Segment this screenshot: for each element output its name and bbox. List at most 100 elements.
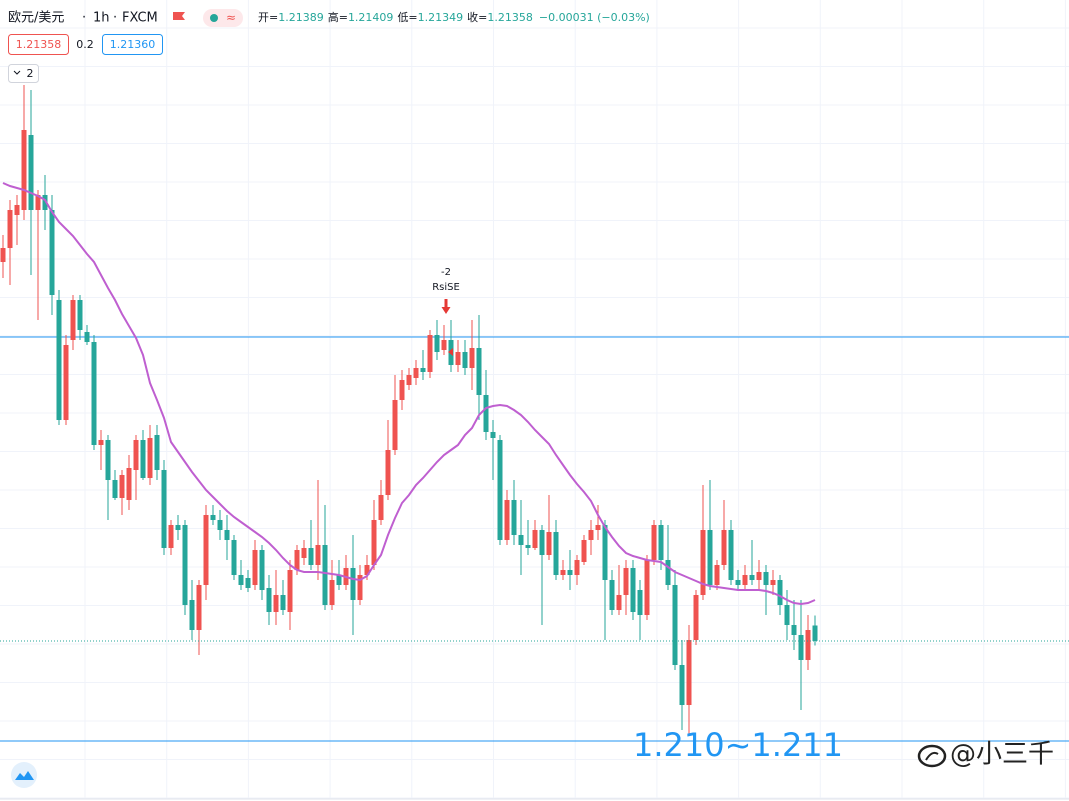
ask-value: 1.21360 — [110, 38, 156, 51]
candle-body — [168, 525, 174, 548]
collapse-count: 2 — [27, 67, 34, 80]
candle-body — [294, 550, 300, 570]
ohlc: 开=1.21389 高=1.21409 低=1.21349 收=1.21358 −0.0… — [258, 10, 650, 24]
candle-body — [693, 595, 699, 640]
bid-button[interactable] — [8, 34, 69, 55]
high-label: 高= — [328, 10, 348, 24]
candle-body — [497, 440, 503, 540]
candle-body — [406, 375, 412, 385]
candle-body — [84, 332, 90, 342]
signal-arrow — [441, 299, 451, 314]
ask-button[interactable] — [102, 34, 163, 55]
candle-body — [469, 348, 475, 368]
candle-body — [259, 550, 265, 590]
candle-body — [154, 435, 160, 470]
symbol: 欧元/美元 — [8, 11, 64, 26]
status-pill[interactable] — [203, 9, 243, 27]
candle-body — [21, 130, 27, 210]
candle-body — [371, 520, 377, 565]
candle-body — [679, 665, 685, 705]
candle-body — [672, 585, 678, 665]
candle-body — [630, 568, 636, 612]
candle-body — [238, 575, 244, 585]
status-dot — [210, 14, 218, 22]
candle-body — [112, 480, 118, 498]
candle-body — [392, 400, 398, 450]
signal-value: -2 — [441, 267, 451, 278]
moving-average — [2, 182, 816, 606]
candle-body — [245, 578, 251, 588]
candle-body — [126, 468, 132, 500]
candle-body — [0, 248, 6, 262]
candle-body — [161, 470, 167, 548]
candle-body — [483, 395, 489, 432]
candle-body — [686, 640, 692, 705]
candle-body — [567, 570, 573, 575]
candle-body — [602, 525, 608, 580]
candle-body — [217, 520, 223, 530]
candle-body — [623, 568, 629, 595]
sep: · — [82, 11, 86, 26]
plot — [0, 85, 1069, 742]
candle-body — [609, 580, 615, 610]
candle-body — [812, 625, 818, 641]
candle-body — [133, 440, 139, 470]
annotation: 1.210~1.211 — [633, 726, 843, 764]
signal-marker — [448, 348, 453, 356]
app-logo[interactable] — [11, 762, 37, 788]
candle-body — [105, 440, 111, 480]
candle-body — [553, 532, 559, 575]
candle-body — [280, 595, 286, 610]
collapse-button[interactable] — [8, 64, 39, 83]
close-value: 1.21358 — [487, 11, 533, 24]
candle-body — [147, 438, 153, 478]
candle-body — [91, 342, 97, 445]
candle-body — [189, 600, 195, 630]
candle-body — [581, 540, 587, 562]
candle-body — [336, 575, 342, 585]
candle-body — [287, 570, 293, 612]
candle-body — [28, 135, 34, 210]
candle-body — [357, 575, 363, 600]
flag-icon[interactable] — [173, 12, 185, 20]
candle-body — [777, 580, 783, 605]
sep: · — [113, 11, 117, 26]
candle-body — [98, 440, 104, 445]
source: FXCM — [122, 11, 158, 26]
candle-body — [70, 300, 76, 340]
candle-body — [742, 575, 748, 585]
candle-body — [574, 560, 580, 575]
candle-body — [763, 572, 769, 585]
candle-body — [784, 605, 790, 625]
candle-body — [315, 545, 321, 565]
candle-body — [735, 580, 741, 585]
change: −0.00031 (−0.03%) — [539, 11, 650, 24]
candle-body — [427, 335, 433, 372]
candle-body — [210, 515, 216, 520]
candle-body — [728, 530, 734, 580]
candle-body — [462, 352, 468, 368]
candle-body — [644, 560, 650, 615]
candle-body — [364, 565, 370, 575]
candle-body — [651, 525, 657, 560]
candle-body — [714, 565, 720, 585]
candle-body — [546, 532, 552, 555]
candle-body — [518, 535, 524, 545]
candle-body — [378, 495, 384, 520]
candle-body — [539, 530, 545, 555]
chevron — [13, 70, 21, 75]
header: 欧元/美元 · 1h · FXCM ≈ 开=1.21389 高=1.21409 低=… — [8, 9, 650, 83]
open-value: 1.21389 — [278, 11, 324, 24]
candle-body — [770, 580, 776, 585]
watermark: @小三千 — [950, 740, 1054, 770]
candle-body — [413, 368, 419, 378]
candle-body — [252, 550, 258, 585]
signal-name: RsiSE — [432, 282, 460, 293]
candle-body — [273, 595, 279, 612]
candle-body — [56, 300, 62, 420]
candle-body — [140, 440, 146, 478]
candle-body — [49, 210, 55, 295]
candle-body — [476, 348, 482, 395]
